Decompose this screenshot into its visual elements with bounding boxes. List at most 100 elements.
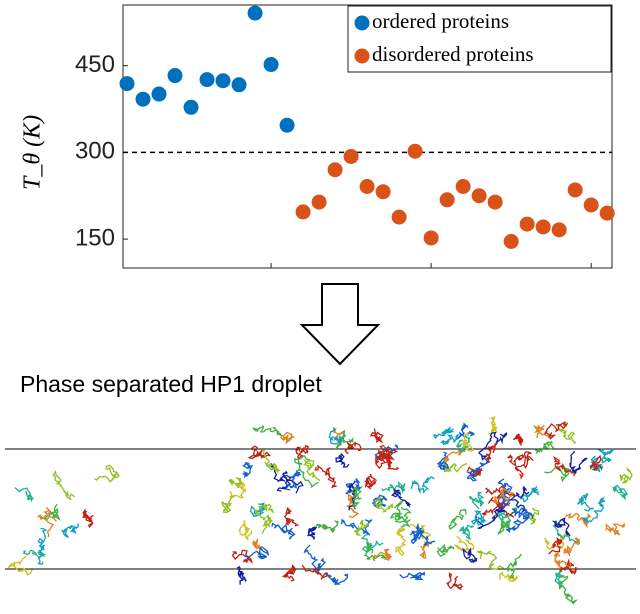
protein-chain	[328, 427, 345, 445]
protein-chain	[303, 459, 321, 482]
droplet-image	[7, 416, 633, 605]
protein-chain	[455, 435, 470, 453]
protein-chain	[460, 432, 475, 452]
y-tick-label: 450	[75, 51, 115, 78]
protein-chain	[442, 449, 466, 463]
protein-chain	[293, 455, 319, 488]
protein-chain	[252, 424, 283, 437]
protein-chain	[280, 431, 295, 444]
protein-chain	[283, 507, 299, 527]
point	[279, 117, 295, 133]
protein-chain	[532, 424, 551, 439]
protein-chain	[506, 553, 522, 579]
protein-chain	[448, 508, 467, 530]
point	[599, 205, 615, 221]
protein-chain	[220, 496, 235, 514]
point	[551, 222, 567, 238]
point	[311, 194, 327, 210]
protein-chain	[409, 522, 425, 545]
y-tick-label: 300	[75, 138, 115, 165]
protein-chain	[576, 492, 594, 512]
protein-chain	[445, 572, 464, 591]
protein-chain	[364, 473, 378, 490]
protein-chain	[548, 537, 563, 555]
protein-chain	[619, 466, 633, 484]
protein-chain	[410, 476, 435, 494]
protein-chain	[344, 441, 363, 455]
protein-chain	[351, 486, 362, 509]
protein-chain	[437, 451, 450, 471]
protein-chain	[369, 428, 384, 444]
point	[119, 76, 135, 92]
protein-chain	[331, 426, 344, 446]
point	[423, 230, 439, 246]
point	[135, 91, 151, 107]
protein-chain	[453, 535, 475, 552]
protein-chain	[395, 527, 406, 557]
protein-chain	[281, 564, 297, 582]
protein-chain	[481, 496, 506, 516]
protein-chain	[458, 524, 474, 541]
protein-chain	[393, 500, 412, 522]
protein-chain	[498, 571, 519, 583]
protein-chain	[262, 449, 280, 474]
protein-chain	[271, 522, 296, 540]
protein-chain	[487, 416, 498, 435]
legend-box	[347, 5, 612, 73]
protein-chain	[314, 464, 337, 489]
protein-chain	[229, 481, 247, 499]
protein-chain	[301, 564, 332, 580]
protein-chain	[391, 488, 412, 508]
protein-chain	[254, 503, 275, 521]
protein-chain	[295, 444, 310, 460]
protein-chain	[433, 426, 455, 440]
protein-chain	[553, 455, 576, 477]
point	[583, 197, 599, 213]
legend-label: ordered proteins	[372, 9, 509, 33]
protein-chain	[440, 433, 459, 446]
point	[215, 73, 231, 89]
point	[455, 178, 471, 194]
point	[183, 99, 199, 115]
point	[407, 143, 423, 159]
legend-marker	[354, 48, 370, 64]
protein-chain	[380, 447, 399, 466]
protein-chain	[37, 506, 57, 537]
plot-frame	[122, 4, 613, 269]
protein-chain	[307, 526, 317, 541]
point	[519, 216, 535, 232]
point	[487, 194, 503, 210]
point	[503, 233, 519, 249]
protein-chain	[82, 508, 94, 529]
point	[471, 188, 487, 204]
protein-chain	[474, 506, 506, 530]
protein-chain	[37, 527, 48, 565]
protein-chain	[353, 519, 370, 536]
protein-chain	[411, 530, 436, 546]
protein-chain	[335, 453, 350, 468]
point	[263, 57, 279, 73]
protein-chain	[605, 523, 626, 536]
legend-label: disordered proteins	[372, 42, 534, 66]
protein-chain	[241, 461, 254, 479]
protein-chain	[612, 484, 629, 501]
protein-chain	[497, 519, 511, 535]
protein-chain	[544, 465, 573, 483]
protein-chain	[247, 445, 271, 460]
protein-chain	[558, 574, 578, 605]
protein-chain	[457, 422, 475, 440]
protein-chain	[468, 491, 485, 510]
point	[391, 209, 407, 225]
point	[343, 148, 359, 164]
protein-chain	[554, 570, 564, 587]
protein-chain	[470, 510, 487, 526]
protein-chain	[477, 549, 504, 570]
protein-chain	[465, 458, 490, 482]
protein-chain	[94, 464, 120, 483]
protein-chain	[597, 448, 614, 464]
protein-chain	[276, 470, 304, 494]
protein-chain	[544, 421, 569, 440]
protein-chain	[250, 502, 266, 518]
point	[535, 219, 551, 235]
